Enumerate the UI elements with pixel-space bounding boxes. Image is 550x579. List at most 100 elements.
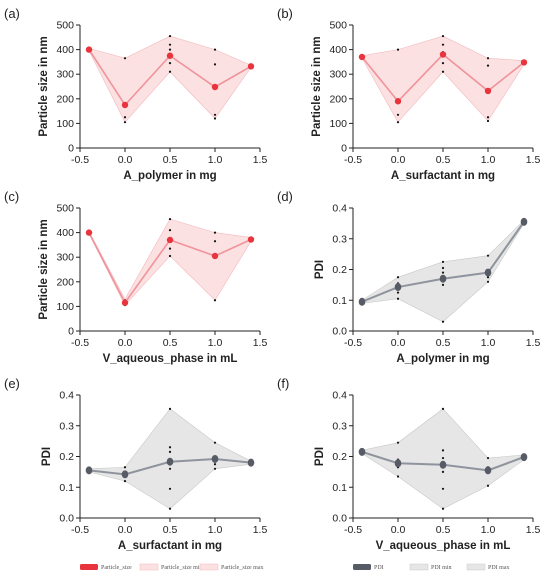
legend-label: Particle_size bbox=[101, 565, 132, 571]
x-tick-label: 1.5 bbox=[526, 524, 541, 536]
raw-data-point bbox=[396, 48, 400, 51]
raw-data-point bbox=[396, 297, 400, 300]
mean-marker bbox=[121, 101, 129, 109]
x-tick-label: 1.0 bbox=[481, 524, 496, 536]
raw-data-point bbox=[168, 450, 172, 453]
raw-data-point bbox=[441, 470, 445, 473]
legend-label: PDI min bbox=[431, 565, 452, 571]
y-tick-label: 100 bbox=[56, 301, 74, 313]
raw-data-point bbox=[213, 463, 217, 466]
y-tick-label: 400 bbox=[56, 227, 74, 239]
x-axis-title: A_surfactant in mg bbox=[391, 170, 495, 182]
raw-data-point bbox=[168, 467, 172, 470]
mean-marker bbox=[166, 236, 174, 244]
raw-data-point bbox=[441, 407, 445, 410]
raw-data-point bbox=[168, 34, 172, 38]
x-tick-label: 1.0 bbox=[208, 154, 223, 166]
y-tick-label: 0 bbox=[68, 143, 74, 155]
mean-marker bbox=[166, 52, 174, 59]
x-tick-label: 1.5 bbox=[526, 154, 541, 166]
raw-data-point bbox=[441, 70, 445, 73]
raw-data-point bbox=[441, 34, 445, 38]
x-axis-title: V_aqueous_phase in mL bbox=[376, 540, 511, 552]
x-axis-title: A_surfactant in mg bbox=[118, 540, 222, 552]
min-max-band bbox=[88, 218, 252, 306]
x-tick-label: 1.5 bbox=[253, 524, 268, 536]
mean-marker bbox=[211, 83, 219, 91]
mean-marker bbox=[121, 299, 129, 306]
mean-marker bbox=[166, 457, 174, 466]
y-tick-label: 400 bbox=[56, 44, 74, 56]
raw-data-point bbox=[441, 266, 445, 270]
min-max-band bbox=[361, 219, 525, 323]
panel-letter: (c) bbox=[4, 189, 19, 204]
raw-data-point bbox=[486, 57, 490, 60]
y-tick-label: 100 bbox=[56, 118, 74, 130]
raw-data-point bbox=[486, 456, 490, 460]
mean-marker bbox=[439, 460, 447, 469]
panel-letter: (b) bbox=[277, 6, 293, 21]
y-axis-title: PDI bbox=[314, 447, 326, 466]
raw-data-point bbox=[123, 466, 127, 469]
y-tick-label: 200 bbox=[56, 93, 74, 105]
mean-marker bbox=[85, 229, 93, 236]
mean-marker bbox=[520, 453, 528, 462]
raw-data-point bbox=[396, 121, 400, 124]
x-tick-label: 0.0 bbox=[391, 337, 406, 349]
y-tick-label: 0.0 bbox=[332, 513, 347, 525]
y-tick-label: 0 bbox=[341, 143, 347, 155]
x-tick-label: 0.0 bbox=[391, 154, 406, 166]
raw-data-point bbox=[168, 43, 172, 46]
mean-marker bbox=[439, 51, 447, 58]
raw-data-point bbox=[213, 240, 217, 243]
legend-swatch-band bbox=[409, 563, 429, 571]
y-tick-label: 0.3 bbox=[332, 233, 347, 245]
mean-marker bbox=[358, 297, 366, 306]
x-tick-label: 1.5 bbox=[253, 337, 268, 349]
raw-data-point bbox=[441, 260, 445, 263]
y-tick-label: 200 bbox=[56, 276, 74, 288]
raw-data-point bbox=[213, 48, 217, 51]
raw-data-point bbox=[486, 64, 490, 67]
raw-data-point bbox=[396, 291, 400, 294]
raw-data-point bbox=[168, 487, 172, 490]
mean-marker bbox=[247, 458, 255, 467]
x-tick-label: -0.5 bbox=[71, 337, 89, 349]
y-tick-label: 300 bbox=[56, 69, 74, 81]
raw-data-point bbox=[441, 43, 445, 46]
y-tick-label: 0.4 bbox=[332, 390, 347, 402]
legend-label: Particle_size min bbox=[161, 565, 203, 571]
raw-data-point bbox=[168, 62, 172, 65]
raw-data-point bbox=[213, 113, 217, 116]
mean-marker bbox=[439, 274, 447, 283]
raw-data-point bbox=[168, 70, 172, 73]
mean-marker bbox=[211, 454, 219, 463]
x-tick-label: 0.5 bbox=[436, 337, 451, 349]
mean-marker bbox=[247, 236, 255, 243]
x-tick-label: -0.5 bbox=[71, 524, 89, 536]
min-max-band bbox=[361, 35, 525, 123]
y-tick-label: 0.1 bbox=[59, 482, 74, 494]
panel-letter: (f) bbox=[277, 376, 289, 391]
y-tick-label: 0.4 bbox=[59, 390, 74, 402]
y-tick-label: 0.0 bbox=[59, 513, 74, 525]
raw-data-point bbox=[168, 446, 172, 449]
y-tick-label: 500 bbox=[329, 20, 347, 32]
raw-data-point bbox=[486, 116, 490, 119]
panel-letter: (e) bbox=[4, 376, 20, 391]
y-axis-title: PDI bbox=[41, 447, 53, 466]
y-tick-label: 100 bbox=[329, 118, 347, 130]
chart-panel-4: (d)-0.5 0.0 0.5 1.0 1.50.00.10.20.30.4A_poly… bbox=[277, 189, 540, 365]
x-tick-label: 0.0 bbox=[118, 524, 133, 536]
raw-data-point bbox=[486, 276, 490, 279]
raw-data-point bbox=[213, 231, 217, 234]
raw-data-point bbox=[396, 475, 400, 478]
raw-data-point bbox=[396, 276, 400, 279]
x-tick-label: -0.5 bbox=[344, 524, 362, 536]
raw-data-point bbox=[441, 271, 445, 274]
x-tick-label: 1.0 bbox=[481, 337, 496, 349]
x-tick-label: 0.0 bbox=[118, 154, 133, 166]
legend-label: Particle_size max bbox=[221, 565, 263, 571]
chart-panel-1: (a) -0.5 0.0 0.5 1.0 1.5 0 100 200 300 400 500 A_pol… bbox=[4, 6, 267, 182]
raw-data-point bbox=[441, 507, 445, 510]
